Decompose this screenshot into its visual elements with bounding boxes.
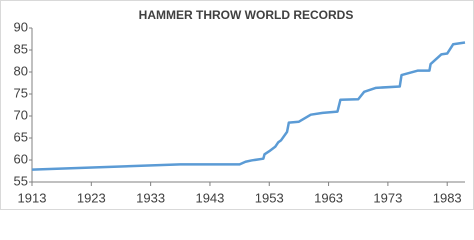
y-tick-label: 80	[14, 63, 28, 78]
chart: HAMMER THROW WORLD RECORDS 55 60 65 70 75 80 8…	[0, 0, 474, 210]
x-tick-label: 1923	[77, 190, 106, 205]
x-tick-label: 1913	[18, 190, 47, 205]
x-tick-label: 1963	[314, 190, 343, 205]
y-tick-label: 90	[14, 19, 28, 34]
y-tick-label: 75	[14, 85, 28, 100]
y-tick-label: 60	[14, 151, 28, 166]
data-line	[31, 41, 466, 171]
x-tick-label: 1983	[433, 190, 462, 205]
chart-title: HAMMER THROW WORLD RECORDS	[139, 8, 354, 22]
chart-border	[0, 0, 474, 210]
y-tick-label: 55	[14, 173, 28, 188]
x-tick-label: 1943	[195, 190, 224, 205]
y-tick-label: 70	[14, 107, 28, 122]
x-tick-label: 1973	[373, 190, 402, 205]
y-tick-label: 85	[14, 41, 28, 56]
x-tick-label: 1953	[255, 190, 284, 205]
page: {"chart_data": {"type": "line", "title":…	[0, 0, 474, 210]
x-tick-label: 1933	[136, 190, 165, 205]
y-tick-label: 65	[14, 129, 28, 144]
